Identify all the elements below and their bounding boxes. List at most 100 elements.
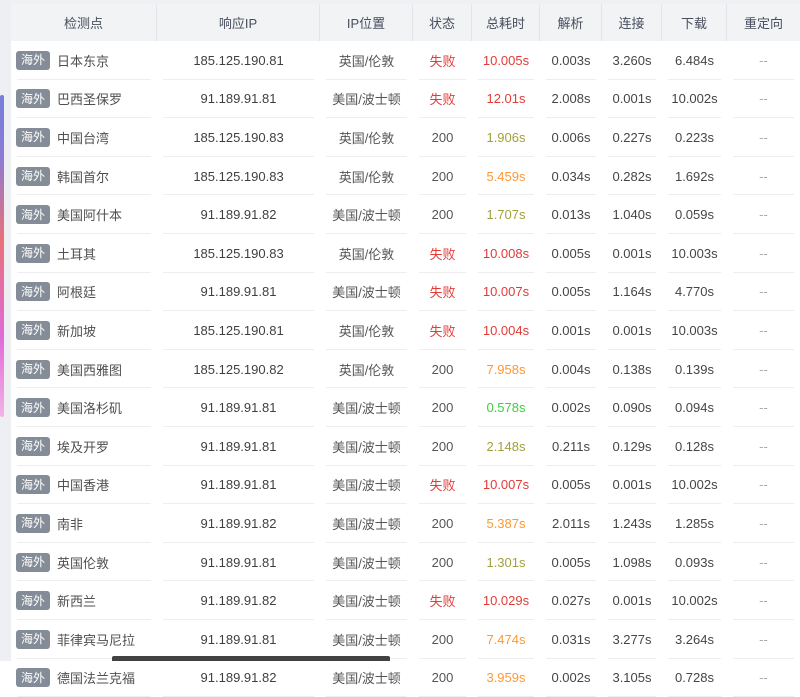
status-value: 200 [413,195,472,234]
total-time: 1.707s [472,195,540,234]
node-cell: 海外 中国香港 [11,466,157,505]
node-cell: 海外 巴西圣保罗 [11,80,157,119]
redirect-value: -- [727,581,800,620]
redirect-value: -- [727,157,800,196]
redirect-value: -- [727,273,800,312]
status-value: 失败 [413,41,472,80]
status-value: 失败 [413,234,472,273]
response-ip: 91.189.91.81 [157,273,320,312]
node-cell: 海外 韩国首尔 [11,157,157,196]
dns-time: 2.008s [540,80,602,119]
ip-location: 美国/波士顿 [320,195,413,234]
column-header-connect: 连接 [602,4,662,41]
overseas-badge: 海外 [16,514,50,533]
response-ip: 91.189.91.81 [157,388,320,427]
dns-time: 0.003s [540,41,602,80]
node-cell: 海外 英国伦敦 [11,543,157,582]
ip-location: 美国/波士顿 [320,543,413,582]
dns-time: 0.034s [540,157,602,196]
table-row: 海外 新加坡 185.125.190.81 英国/伦敦 失败 10.004s 0… [11,311,800,350]
node-name: 阿根廷 [57,282,96,301]
connect-time: 3.105s [602,659,662,697]
status-value: 200 [413,350,472,389]
dns-time: 0.006s [540,118,602,157]
total-time: 1.906s [472,118,540,157]
table-row: 海外 美国洛杉矶 91.189.91.81 美国/波士顿 200 0.578s … [11,388,800,427]
download-time: 4.770s [662,273,727,312]
header-row: 检测点 响应IP IP位置 状态 总耗时 解析 连接 下载 重定向 [11,4,800,41]
download-time: 10.002s [662,581,727,620]
ip-location: 美国/波士顿 [320,273,413,312]
redirect-value: -- [727,195,800,234]
ip-location: 英国/伦敦 [320,157,413,196]
node-cell: 海外 埃及开罗 [11,427,157,466]
node-name: 南非 [57,514,83,533]
total-time: 10.007s [472,466,540,505]
download-time: 1.692s [662,157,727,196]
response-ip: 185.125.190.82 [157,350,320,389]
dns-time: 0.002s [540,659,602,697]
download-time: 10.003s [662,311,727,350]
status-value: 200 [413,388,472,427]
download-time: 6.484s [662,41,727,80]
redirect-value: -- [727,80,800,119]
connect-time: 0.001s [602,80,662,119]
total-time: 10.007s [472,273,540,312]
connect-time: 1.098s [602,543,662,582]
ip-location: 英国/伦敦 [320,350,413,389]
column-header-ip-location: IP位置 [320,4,413,41]
table-row: 海外 中国台湾 185.125.190.83 英国/伦敦 200 1.906s … [11,118,800,157]
overseas-badge: 海外 [16,282,50,301]
dns-time: 0.005s [540,466,602,505]
redirect-value: -- [727,388,800,427]
node-cell: 海外 美国西雅图 [11,350,157,389]
connect-time: 0.090s [602,388,662,427]
download-time: 0.093s [662,543,727,582]
connect-time: 0.001s [602,234,662,273]
status-value: 失败 [413,80,472,119]
ip-location: 英国/伦敦 [320,41,413,80]
overseas-badge: 海外 [16,398,50,417]
node-name: 巴西圣保罗 [57,89,122,108]
connect-time: 1.243s [602,504,662,543]
overseas-badge: 海外 [16,244,50,263]
node-cell: 海外 新西兰 [11,581,157,620]
node-cell: 海外 美国洛杉矶 [11,388,157,427]
redirect-value: -- [727,543,800,582]
dns-time: 0.001s [540,311,602,350]
ip-location: 美国/波士顿 [320,388,413,427]
response-ip: 91.189.91.81 [157,466,320,505]
status-value: 失败 [413,466,472,505]
response-ip: 91.189.91.81 [157,543,320,582]
node-name: 日本东京 [57,51,109,70]
ip-location: 英国/伦敦 [320,311,413,350]
connect-time: 0.001s [602,581,662,620]
overseas-badge: 海外 [16,475,50,494]
ip-location: 美国/波士顿 [320,80,413,119]
node-name: 中国香港 [57,475,109,494]
total-time: 5.387s [472,504,540,543]
results-table: 检测点 响应IP IP位置 状态 总耗时 解析 连接 下载 重定向 海外 日本东… [11,4,800,697]
download-time: 0.059s [662,195,727,234]
dns-time: 0.004s [540,350,602,389]
connect-time: 0.001s [602,466,662,505]
dns-time: 0.027s [540,581,602,620]
node-name: 中国台湾 [57,128,109,147]
table-row: 海外 美国阿什本 91.189.91.82 美国/波士顿 200 1.707s … [11,195,800,234]
node-cell: 海外 日本东京 [11,41,157,80]
overseas-badge: 海外 [16,51,50,70]
response-ip: 91.189.91.81 [157,427,320,466]
status-value: 200 [413,543,472,582]
table-row: 海外 新西兰 91.189.91.82 美国/波士顿 失败 10.029s 0.… [11,581,800,620]
overseas-badge: 海外 [16,553,50,572]
response-ip: 185.125.190.83 [157,157,320,196]
status-value: 200 [413,504,472,543]
table-row: 海外 韩国首尔 185.125.190.83 英国/伦敦 200 5.459s … [11,157,800,196]
response-ip: 91.189.91.82 [157,581,320,620]
column-header-redirect: 重定向 [727,4,800,41]
overseas-badge: 海外 [16,591,50,610]
response-ip: 91.189.91.82 [157,659,320,697]
ip-location: 美国/波士顿 [320,659,413,697]
download-time: 3.264s [662,620,727,659]
table-row: 海外 英国伦敦 91.189.91.81 美国/波士顿 200 1.301s 0… [11,543,800,582]
